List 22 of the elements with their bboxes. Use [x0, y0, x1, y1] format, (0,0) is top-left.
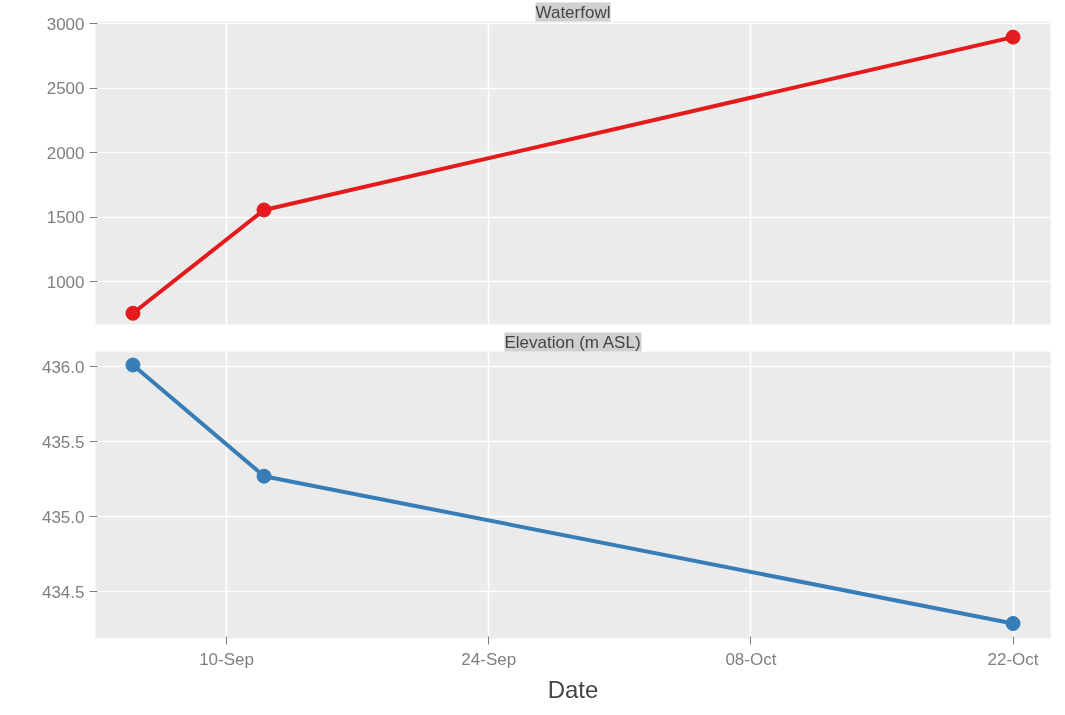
y-tick-label: 435.0: [41, 507, 85, 527]
point: [1005, 615, 1021, 631]
x-tick-label: 08-Oct: [725, 649, 777, 669]
point: [125, 357, 141, 373]
y-tick-label: 2000: [46, 143, 85, 163]
y-tick-label: 436.0: [41, 357, 85, 377]
y-tick-label: 2500: [46, 79, 85, 99]
point: [125, 305, 141, 321]
x-tick-label: 22-Oct: [987, 649, 1039, 669]
point: [256, 468, 272, 484]
y-tick-label: 435.5: [41, 432, 85, 452]
x-tick-label: 10-Sep: [199, 649, 254, 669]
x-axis-title: Date: [547, 675, 599, 703]
y-tick-label: 1500: [46, 208, 85, 228]
chart-title: Elevation (m ASL): [504, 332, 641, 352]
x-tick-label: 24-Sep: [461, 649, 517, 669]
y-tick-label: 3000: [46, 14, 85, 34]
point: [1005, 29, 1021, 45]
point: [256, 202, 272, 218]
y-tick-label: 434.5: [41, 582, 85, 602]
chart-title: Waterfowl: [535, 2, 611, 22]
y-tick-label: 1000: [46, 272, 85, 292]
